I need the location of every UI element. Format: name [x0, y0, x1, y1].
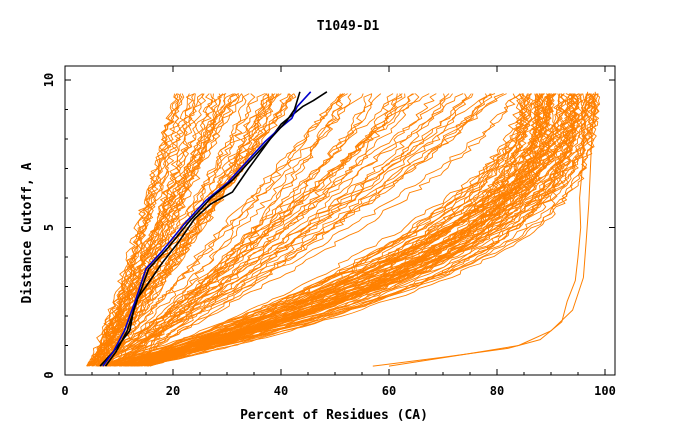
model-line — [122, 93, 539, 367]
model-line — [124, 93, 504, 367]
model-line — [122, 93, 555, 367]
model-line — [120, 93, 555, 367]
model-line — [104, 93, 352, 367]
model-line — [104, 93, 180, 367]
highlight-line — [102, 91, 312, 367]
model-line — [110, 93, 472, 367]
model-line — [123, 93, 496, 367]
model-line — [128, 93, 348, 367]
model-line — [119, 93, 595, 367]
x-tick-label: 80 — [490, 384, 504, 398]
model-line — [107, 93, 589, 367]
x-axis-ticks: 0 20 40 60 80 100 — [61, 66, 616, 398]
x-tick-label: 40 — [274, 384, 288, 398]
model-line — [149, 93, 580, 367]
model-line — [146, 93, 544, 367]
plot-frame — [64, 65, 616, 376]
model-line — [104, 93, 493, 367]
model-line — [105, 93, 373, 367]
model-line — [99, 93, 185, 367]
x-tick-label: 60 — [382, 384, 396, 398]
model-line — [136, 93, 552, 367]
x-axis-label: Percent of Residues (CA) — [240, 408, 428, 423]
model-line — [118, 93, 526, 367]
model-line — [133, 93, 591, 367]
model-line — [150, 93, 593, 367]
model-line — [127, 93, 600, 367]
model-line — [388, 91, 596, 367]
model-line — [99, 93, 446, 367]
model-line — [102, 93, 226, 367]
model-line — [91, 93, 234, 367]
model-line — [97, 93, 453, 367]
model-line — [112, 93, 516, 367]
model-line — [120, 93, 599, 367]
y-axis-label: Distance Cutoff, A — [20, 162, 35, 303]
model-line — [129, 93, 593, 367]
model-line — [137, 93, 597, 367]
model-line — [93, 93, 217, 367]
model-line — [129, 93, 599, 367]
model-line — [100, 93, 269, 367]
y-tick-label: 10 — [42, 73, 56, 87]
model-line — [98, 93, 239, 367]
x-tick-label: 100 — [594, 384, 616, 398]
model-line — [97, 93, 297, 367]
model-line — [91, 93, 278, 367]
y-tick-label: 0 — [42, 371, 56, 378]
x-tick-label: 20 — [166, 384, 180, 398]
model-line — [106, 93, 222, 367]
model-line — [137, 93, 543, 367]
model-line — [118, 93, 582, 367]
model-line — [108, 93, 467, 367]
model-line — [115, 93, 373, 367]
model-line — [101, 93, 364, 367]
y-tick-label: 5 — [42, 224, 56, 231]
model-line — [111, 93, 420, 367]
plot-area — [86, 91, 601, 367]
model-line — [97, 93, 179, 367]
model-line — [105, 93, 528, 367]
model-line — [124, 93, 413, 367]
model-line — [103, 93, 345, 367]
highlight-line — [104, 91, 301, 367]
x-tick-label: 0 — [61, 384, 68, 398]
model-line — [126, 93, 534, 367]
model-line — [112, 93, 415, 367]
model-line — [124, 93, 507, 367]
model-line — [87, 93, 280, 367]
y-axis-ticks: 0 5 10 — [42, 73, 615, 379]
chart-title: T1049-D1 — [317, 19, 380, 34]
